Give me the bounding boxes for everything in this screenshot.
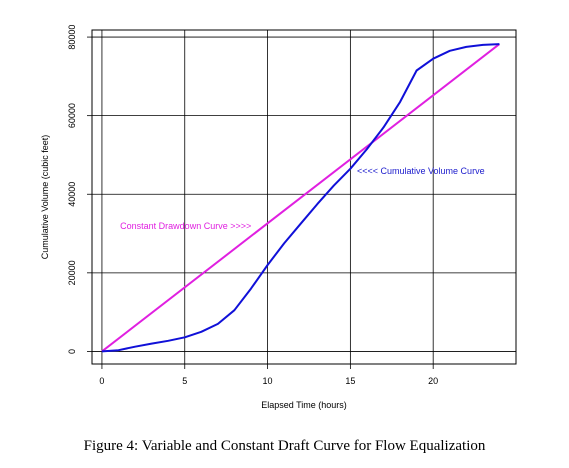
figure-caption: Figure 4: Variable and Constant Draft Cu… xyxy=(83,438,486,454)
y-tick-label: 60000 xyxy=(67,103,77,128)
x-tick-label: 10 xyxy=(263,376,273,386)
series-layer xyxy=(101,43,501,353)
y-tick-label: 80000 xyxy=(67,25,77,50)
series-cumulative-volume-line xyxy=(101,43,500,353)
x-tick-label: 0 xyxy=(99,376,104,386)
plot-frame xyxy=(91,29,517,365)
y-axis-label: Cumulative Volume (cubic feet) xyxy=(40,135,50,260)
x-tick-label: 20 xyxy=(428,376,438,386)
series-constant-drawdown-line xyxy=(101,43,501,353)
y-axis: 0 20000 40000 60000 80000 xyxy=(67,25,92,354)
annotation-cumulative-volume: <<<< Cumulative Volume Curve xyxy=(357,166,485,176)
x-axis-label: Elapsed Time (hours) xyxy=(261,400,347,410)
y-tick-label: 40000 xyxy=(67,182,77,207)
y-tick-label: 0 xyxy=(67,349,77,354)
grid xyxy=(92,30,516,364)
x-axis: 0 5 10 15 20 xyxy=(99,364,438,386)
x-tick-label: 15 xyxy=(345,376,355,386)
x-tick-label: 5 xyxy=(182,376,187,386)
y-tick-label: 20000 xyxy=(67,260,77,285)
annotation-constant-drawdown: Constant Drawdown Curve >>>> xyxy=(120,221,251,231)
